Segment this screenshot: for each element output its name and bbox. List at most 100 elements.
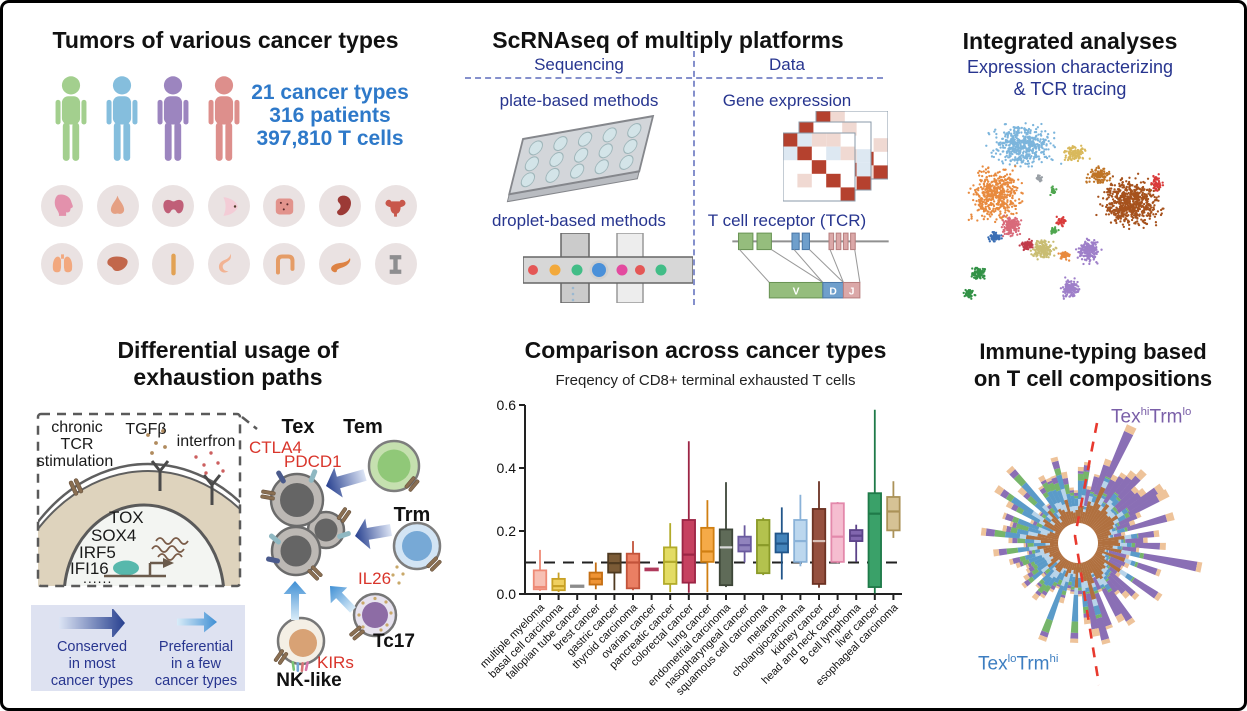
panel-exhaustion-title-line1: Differential usage of [117, 337, 339, 363]
segment-v-label: V [793, 286, 800, 297]
panel-integrated-title: Integrated analyses [962, 28, 1178, 54]
stimulus-chronic: chronic [51, 419, 103, 436]
droplet-chip-icon [523, 233, 693, 303]
svg-text:0.6: 0.6 [497, 397, 517, 413]
nucleus [63, 503, 225, 586]
svg-text:0.4: 0.4 [497, 460, 517, 476]
immune-type-radial-chart [980, 422, 1203, 686]
nk-like-cell [273, 616, 326, 673]
subtitle-expression: Expression characterizing [966, 57, 1174, 77]
droplet [592, 263, 606, 277]
label-texlo-trmhi: TexloTrmhi [978, 653, 1059, 675]
droplet [528, 265, 538, 275]
rna-squiggles [151, 537, 189, 561]
droplet [571, 264, 583, 276]
label-tcr: T cell receptor (TCR) [707, 211, 867, 230]
organ-icon-stomach [207, 243, 250, 285]
heatmap-icon [783, 111, 888, 202]
label-gene-expression: Gene expression [722, 91, 852, 110]
stat-t-cells: 397,810 T cells [256, 127, 404, 150]
column-data: Data [769, 55, 805, 74]
organ-icon-kidney [319, 185, 361, 227]
subtitle-tcr-tracing: & TCR tracing [1013, 79, 1127, 99]
organ-icon-uterus [374, 185, 417, 227]
organ-icon-head [41, 185, 83, 227]
organ-icon-pancreas [319, 243, 361, 285]
droplet [616, 264, 628, 276]
gene-ellipsis: ...... [83, 570, 113, 586]
panel-platforms-title: ScRNAseq of multiply platforms [492, 27, 844, 53]
gene-ifi16: IFI16 [70, 559, 109, 578]
stimulus-tgfb: TGFβ [125, 421, 167, 438]
person-icon [106, 76, 138, 161]
organ-icon-thyroid [152, 185, 195, 227]
stat-cancer-types: 21 cancer types [251, 81, 409, 104]
organ-icon-liver [96, 243, 139, 285]
tgfb-receptor-icon [150, 460, 170, 491]
umap-scatter-plot [962, 122, 1165, 300]
arrow-legend: Conserved in most cancer types Preferent… [31, 605, 245, 691]
label-kirs: KIRs [317, 653, 354, 672]
cohort-stats: 21 cancer types 316 patients 397,810 T c… [247, 81, 413, 150]
label-plate-methods: plate-based methods [499, 91, 659, 110]
chronic-stimulation-cell-diagram [36, 412, 258, 588]
panel-comparison-title: Comparison across cancer types [524, 337, 887, 363]
divider-horizontal [465, 77, 883, 79]
tc17-cell [348, 592, 398, 642]
label-pdcd1: PDCD1 [284, 452, 342, 471]
interferon-ligand-dots [194, 451, 225, 475]
transcription-factor [113, 560, 139, 576]
stimulus-tcr: TCR [60, 436, 94, 453]
kir-receptors [291, 660, 309, 673]
organ-icon-lung [41, 243, 83, 285]
plate-icon [506, 115, 655, 203]
patient-icons [51, 75, 244, 163]
legend-conserved: Conserved in most cancer types [50, 639, 134, 689]
person-icon [208, 76, 240, 161]
person-icon [157, 76, 189, 161]
label-tex: Tex [281, 416, 315, 438]
organ-icon-nose [96, 185, 139, 227]
vdj-recombination-icon: V D J [732, 232, 889, 299]
tem-cell [367, 439, 421, 493]
divider-vertical [693, 51, 695, 305]
label-tem: Tem [343, 416, 383, 438]
label-nk-like: NK-like [276, 670, 342, 691]
legend-arrow-icons [59, 609, 217, 637]
label-ctla4: CTLA4 [249, 438, 302, 457]
stimulus-stimulation: stimulation [36, 453, 114, 470]
promoter-arrow [104, 561, 166, 578]
organ-icon-esophagus [152, 243, 195, 285]
label-droplet-methods: droplet-based methods [492, 211, 666, 230]
tex-cells [260, 468, 352, 582]
column-sequencing: Sequencing [534, 55, 624, 74]
organ-icon-breast [207, 185, 250, 227]
stat-patients: 316 patients [269, 104, 391, 127]
il26-dots-outer [391, 565, 405, 585]
gene-irf5: IRF5 [79, 543, 116, 562]
label-texhi-trmlo: TexhiTrmlo [1111, 406, 1192, 428]
segment-j-label: J [849, 286, 855, 297]
svg-text:0.0: 0.0 [497, 586, 517, 602]
panel-immunetyping-title-line2: on T cell compositions [973, 366, 1213, 391]
svg-text:0.2: 0.2 [497, 523, 517, 539]
stimulus-interferon: interfron [176, 433, 236, 450]
interferon-receptor-icon [202, 474, 222, 505]
organ-icon-skin [263, 185, 306, 227]
gene-sox4: SOX4 [91, 526, 137, 545]
boxplot-subtitle: Freqency of CD8+ terminal exhausted T ce… [555, 372, 856, 389]
trm-cell [392, 521, 443, 573]
organ-icon-colon [263, 243, 306, 285]
panel-exhaustion-title-line2: exhaustion paths [133, 364, 323, 390]
tgfb-ligand-dots [146, 429, 167, 455]
dashed-box [36, 412, 242, 588]
segment-d-label: D [829, 286, 836, 297]
label-trm: Trm [393, 504, 431, 526]
panel-immunetyping-title-line1: Immune-typing based [979, 339, 1207, 364]
organ-icon-bone [374, 243, 417, 285]
person-icon [55, 76, 87, 161]
droplet [655, 264, 667, 276]
legend-preferential: Preferential in a few cancer types [154, 639, 238, 689]
label-il26: IL26 [358, 569, 392, 588]
